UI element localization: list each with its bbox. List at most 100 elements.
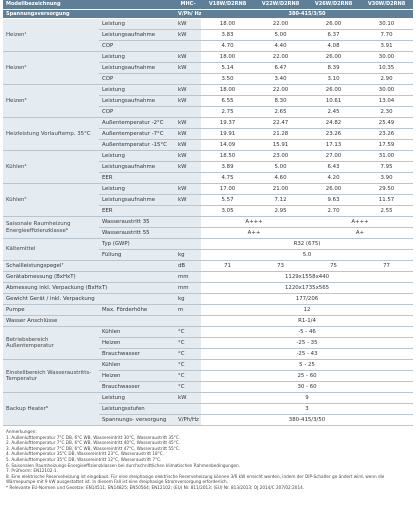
table-row: Außentemperatur -7°C kW 19.91 21.28 23.26 23.… — [3, 128, 414, 140]
parameter-label: Heizen — [99, 370, 176, 382]
value-cell: 27.00 — [307, 150, 361, 162]
value-cell: 4.20 — [307, 172, 361, 184]
value-cell: 5.57 — [201, 194, 255, 206]
table-row: Brauchwasser °C -25 - 43 — [3, 348, 414, 360]
value-cell: 22.00 — [254, 84, 308, 96]
value-cell: A+++ — [201, 216, 308, 228]
value-cell: 3.50 — [201, 73, 255, 85]
row-label: Gewicht Gerät / inkl. Verpackung — [3, 293, 176, 305]
unit-label — [175, 205, 202, 217]
model-name: V26W/D2RN8 — [307, 0, 361, 10]
value-cell: -5 - 46 — [201, 326, 414, 338]
group-label: Heizen² — [3, 51, 99, 85]
value-cell: 17.13 — [307, 139, 361, 151]
unit-label: kW — [175, 51, 202, 63]
value-cell: 25.49 — [360, 117, 414, 129]
parameter-label: Leistung — [99, 18, 176, 30]
value-cell: 31.00 — [360, 150, 414, 162]
value-cell: 10.61 — [307, 95, 361, 107]
value-cell: 2.75 — [201, 106, 255, 118]
value-cell: 30.10 — [360, 18, 414, 30]
spec-table: Modellbezeichnung MHC- V18W/D2RN8 V22W/D… — [3, 0, 414, 426]
header-row-supply: Spannungsversorgung V/Ph/ Hz 380-415/3/5… — [3, 9, 414, 19]
parameter-label: Leistungsaufnahme — [99, 194, 176, 206]
unit-label — [175, 403, 202, 415]
table-row: Einstellbereich Wasseraustritts-Temperat… — [3, 359, 414, 393]
unit-label: kW — [175, 139, 202, 151]
value-cell: 5 - 25 — [201, 359, 414, 371]
value-cell: 5.00 — [254, 29, 308, 41]
unit-label: °C — [175, 381, 202, 393]
table-row: Pumpe Max. Förderhöhe m 12 — [3, 304, 414, 316]
table-row: Heizen³ Leistung kW 18.00 22.00 26.00 30.00 — [3, 84, 414, 118]
value-cell: 380-415/3/50 — [201, 414, 414, 426]
value-cell: 73 — [254, 260, 308, 272]
value-cell: 21.28 — [254, 128, 308, 140]
parameter-label: Heizen — [99, 337, 176, 349]
table-row: Betriebsbereich Außentemperatur Kühlen °C -… — [3, 326, 414, 360]
unit-label: °C — [175, 326, 202, 338]
unit-label: mm — [175, 271, 202, 283]
value-cell: 18.00 — [201, 18, 255, 30]
footnote-item: 2. Außenlufttemperatur 7°C DB, 6°C WB, W… — [6, 440, 181, 446]
value-cell: 21.00 — [254, 183, 308, 195]
table-row: Heizen °C -25 - 35 — [3, 337, 414, 349]
value-cell: 30 - 60 — [201, 381, 414, 393]
unit-label: kW — [175, 161, 202, 173]
unit-label: kW — [175, 150, 202, 162]
value-cell: 17.00 — [201, 183, 255, 195]
value-cell: 2.55 — [360, 205, 414, 217]
value-cell: 3.10 — [307, 73, 361, 85]
value-cell: 2.90 — [360, 73, 414, 85]
row-label: Schallleistungspegel⁷ — [3, 260, 176, 272]
parameter-label: Typ (GWP) — [99, 238, 176, 250]
footnote-item: 5. Außenlufttemperatur 35°C DB, Wasserei… — [6, 456, 162, 462]
value-cell: 2.45 — [307, 106, 361, 118]
parameter-label: Füllung — [99, 249, 176, 261]
table-row: Leistungsaufnahme kW 5.14 6.47 8.39 10.35 — [3, 62, 414, 74]
table-row: Spannungs- versorgung V/Ph/Hz 380-415/3/50 — [3, 414, 414, 426]
table-row: COP 4.70 4.40 4.08 3.91 — [3, 40, 414, 52]
unit-label: kW — [175, 183, 202, 195]
value-cell: 4.60 — [254, 172, 308, 184]
unit-label — [175, 238, 202, 250]
value-cell: 30.00 — [360, 84, 414, 96]
value-cell: 15.91 — [254, 139, 308, 151]
footnotes-title: Anmerkungen: — [6, 429, 37, 434]
value-cell: 23.26 — [360, 128, 414, 140]
parameter-label: COP — [99, 73, 176, 85]
table-row: Heizen² Leistung kW 18.00 22.00 26.00 30.00 — [3, 51, 414, 85]
supply-label: Spannungsversorgung — [3, 9, 176, 19]
unit-label: kW — [175, 29, 202, 41]
parameter-label: Wasseraustritt 55 — [99, 227, 202, 239]
value-cell: 6.47 — [254, 62, 308, 74]
table-row: Schallleistungspegel⁷ dB 71 73 75 77 — [3, 260, 414, 272]
value-cell: 8.39 — [307, 62, 361, 74]
spec-table-body: Modellbezeichnung MHC- V18W/D2RN8 V22W/D… — [3, 0, 414, 426]
value-cell: 14.09 — [201, 139, 255, 151]
unit-label: kW — [175, 128, 202, 140]
value-cell: 6.43 — [307, 161, 361, 173]
value-cell: 7.12 — [254, 194, 308, 206]
row-label: Gerätabmessung (BxHxT) — [3, 271, 176, 283]
value-cell: 23.26 — [307, 128, 361, 140]
value-cell: 13.04 — [360, 95, 414, 107]
value-cell: 22.00 — [254, 51, 308, 63]
unit-label: mm — [175, 282, 202, 294]
parameter-label: Leistung — [99, 392, 176, 404]
unit-label: kW — [175, 392, 202, 404]
value-cell: 1129x1558x440 — [201, 271, 414, 283]
table-row: Heizen °C 25 - 60 — [3, 370, 414, 382]
unit-label: kW — [175, 194, 202, 206]
row-label: Wasser Anschlüsse — [3, 315, 176, 327]
footnote-item: 3. Außenlufttemperatur 7°C DB, 6°C WB, W… — [6, 445, 181, 451]
parameter-label: Max. Förderhöhe — [99, 304, 176, 316]
row-label: Abmessung inkl. Verpackung (BxHxT) — [3, 282, 176, 294]
value-cell: 3.89 — [201, 161, 255, 173]
value-cell: 5.14 — [201, 62, 255, 74]
value-cell: 2.65 — [254, 106, 308, 118]
value-cell: 18.00 — [201, 84, 255, 96]
value-cell: 9 — [201, 392, 414, 404]
header-row-models: Modellbezeichnung MHC- V18W/D2RN8 V22W/D… — [3, 0, 414, 10]
parameter-label: Leistung — [99, 183, 176, 195]
